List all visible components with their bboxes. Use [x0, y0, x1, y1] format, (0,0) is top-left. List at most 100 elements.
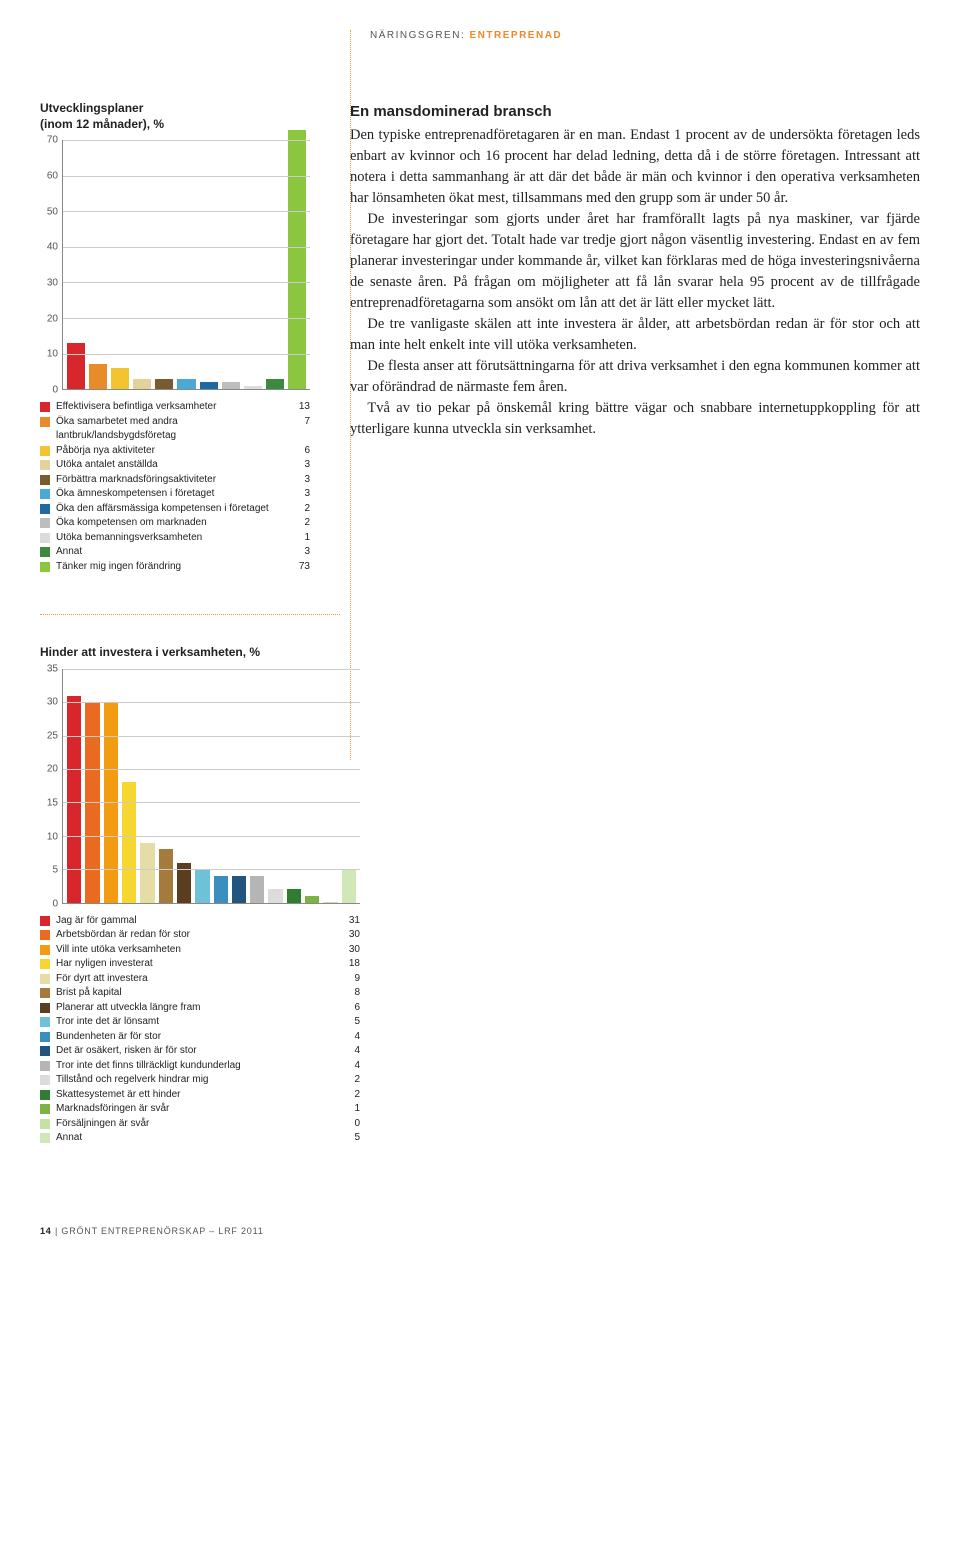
y-tick: 20	[47, 764, 58, 775]
legend-row: Försäljningen är svår0	[40, 1117, 360, 1132]
legend-label: Utöka bemanningsverksamheten	[56, 531, 280, 546]
gridline	[63, 736, 360, 737]
legend-swatch	[40, 547, 50, 557]
legend-swatch	[40, 1090, 50, 1100]
legend-label: Annat	[56, 1131, 330, 1146]
legend-value: 2	[336, 1088, 360, 1103]
legend-label: Förbättra marknadsföringsaktiviteter	[56, 473, 280, 488]
legend-label: Bundenheten är för stor	[56, 1030, 330, 1045]
bar	[67, 696, 81, 903]
legend-label: Tror inte det är lönsamt	[56, 1015, 330, 1030]
dotted-divider-vertical	[350, 30, 351, 760]
legend-swatch	[40, 1119, 50, 1129]
legend-swatch	[40, 489, 50, 499]
bar	[305, 896, 319, 903]
bar	[140, 843, 154, 903]
legend-swatch	[40, 446, 50, 456]
legend-value: 1	[286, 531, 310, 546]
gridline	[63, 282, 310, 283]
legend-swatch	[40, 959, 50, 969]
legend-value: 7	[286, 415, 310, 430]
article-p5: Två av tio pekar på önskemål kring bättr…	[350, 398, 920, 440]
legend-value: 0	[336, 1117, 360, 1132]
legend-value: 3	[286, 458, 310, 473]
chart2-panel: Hinder att investera i verksamheten, % 0…	[40, 645, 360, 1146]
legend-swatch	[40, 988, 50, 998]
legend-row: Marknadsföringen är svår1	[40, 1102, 360, 1117]
legend-swatch	[40, 475, 50, 485]
legend-swatch	[40, 1017, 50, 1027]
legend-row: Jag är för gammal31	[40, 914, 360, 929]
bar	[287, 889, 301, 902]
legend-row: Utöka antalet anställda3	[40, 458, 310, 473]
bar	[342, 869, 356, 902]
legend-value: 4	[336, 1059, 360, 1074]
legend-row: Öka ämneskompetensen i företaget3	[40, 487, 310, 502]
legend-label: Tänker mig ingen förändring	[56, 560, 280, 575]
bar	[268, 889, 282, 902]
category-label: NÄRINGSGREN:	[370, 30, 465, 41]
legend-row: Annat5	[40, 1131, 360, 1146]
y-tick: 10	[47, 349, 58, 360]
legend-label: För dyrt att investera	[56, 972, 330, 987]
y-tick: 5	[52, 865, 58, 876]
bar	[222, 382, 240, 389]
legend-value: 73	[286, 560, 310, 575]
bar	[232, 876, 246, 903]
legend-label: Effektivisera befintliga verksamheter	[56, 400, 280, 415]
gridline	[63, 140, 310, 141]
y-tick: 20	[47, 313, 58, 324]
bar	[323, 902, 337, 903]
legend-label: Arbetsbördan är redan för stor	[56, 928, 330, 943]
legend-label: Öka kompetensen om marknaden	[56, 516, 280, 531]
legend-swatch	[40, 945, 50, 955]
chart1-yaxis: 010203040506070	[40, 140, 62, 390]
bar	[177, 379, 195, 390]
legend-row: Tänker mig ingen förändring 73	[40, 560, 310, 575]
legend-value: 4	[336, 1030, 360, 1045]
legend-value: 3	[286, 473, 310, 488]
bar	[244, 386, 262, 390]
legend-swatch	[40, 504, 50, 514]
legend-swatch	[40, 1003, 50, 1013]
chart2-plot	[62, 669, 360, 904]
bar	[122, 782, 136, 902]
gridline	[63, 869, 360, 870]
legend-swatch	[40, 460, 50, 470]
legend-row: Öka samarbetet med andra lantbruk/landsb…	[40, 415, 310, 444]
chart1-title-line1: Utvecklingsplaner	[40, 101, 310, 117]
legend-row: Brist på kapital8	[40, 986, 360, 1001]
y-tick: 0	[52, 898, 58, 909]
legend-swatch	[40, 916, 50, 926]
legend-label: Marknadsföringen är svår	[56, 1102, 330, 1117]
legend-row: Annat3	[40, 545, 310, 560]
legend-label: Annat	[56, 545, 280, 560]
legend-value: 2	[336, 1073, 360, 1088]
legend-row: Tror inte det är lönsamt5	[40, 1015, 360, 1030]
bar	[89, 364, 107, 389]
chart1-area: 010203040506070	[40, 140, 310, 390]
legend-swatch	[40, 402, 50, 412]
bar	[250, 876, 264, 903]
chart1-title-line2: (inom 12 månader), %	[40, 117, 310, 133]
legend-value: 13	[286, 400, 310, 415]
legend-row: Skattesystemet är ett hinder2	[40, 1088, 360, 1103]
legend-swatch	[40, 533, 50, 543]
legend-label: Påbörja nya aktiviteter	[56, 444, 280, 459]
legend-swatch	[40, 417, 50, 427]
legend-row: Bundenheten är för stor 4	[40, 1030, 360, 1045]
legend-value: 30	[336, 928, 360, 943]
bar	[200, 382, 218, 389]
legend-row: Öka den affärsmässiga kompetensen i före…	[40, 502, 310, 517]
chart1-panel: Utvecklingsplaner (inom 12 månader), % 0…	[40, 101, 310, 574]
legend-swatch	[40, 1061, 50, 1071]
legend-swatch	[40, 562, 50, 572]
legend-swatch	[40, 930, 50, 940]
legend-row: Tror inte det finns tillräckligt kundund…	[40, 1059, 360, 1074]
chart2-area: 05101520253035	[40, 669, 360, 904]
book-title: GRÖNT ENTREPRENÖRSKAP – LRF 2011	[61, 1226, 263, 1236]
chart1-bars	[67, 140, 306, 389]
legend-label: Tillstånd och regelverk hindrar mig	[56, 1073, 330, 1088]
chart1-title: Utvecklingsplaner (inom 12 månader), %	[40, 101, 310, 132]
bar	[288, 130, 306, 390]
